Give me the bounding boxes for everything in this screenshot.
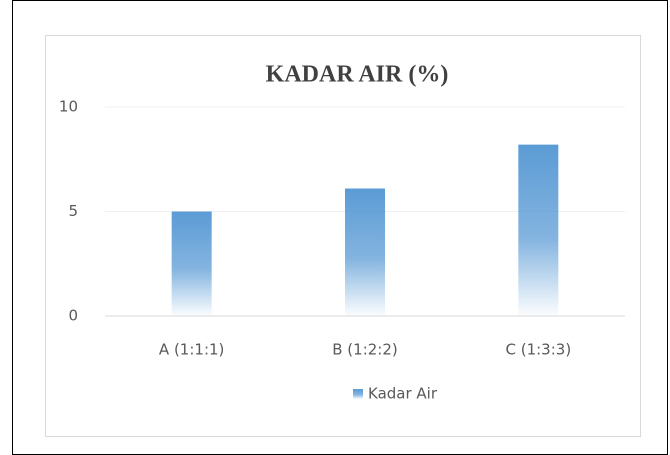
bar bbox=[171, 211, 212, 316]
y-tick-label: 0 bbox=[68, 307, 78, 325]
y-tick-label: 5 bbox=[68, 202, 78, 220]
x-tick-label: C (1:3:3) bbox=[505, 341, 571, 359]
chart-title: KADAR AIR (%) bbox=[266, 62, 449, 88]
x-tick-label: B (1:2:2) bbox=[332, 341, 398, 359]
bar bbox=[345, 188, 385, 316]
legend-label: Kadar Air bbox=[368, 385, 438, 403]
legend-swatch bbox=[353, 389, 363, 399]
bar bbox=[518, 144, 559, 316]
y-tick-label: 10 bbox=[59, 98, 78, 116]
x-tick-label: A (1:1:1) bbox=[159, 341, 224, 359]
